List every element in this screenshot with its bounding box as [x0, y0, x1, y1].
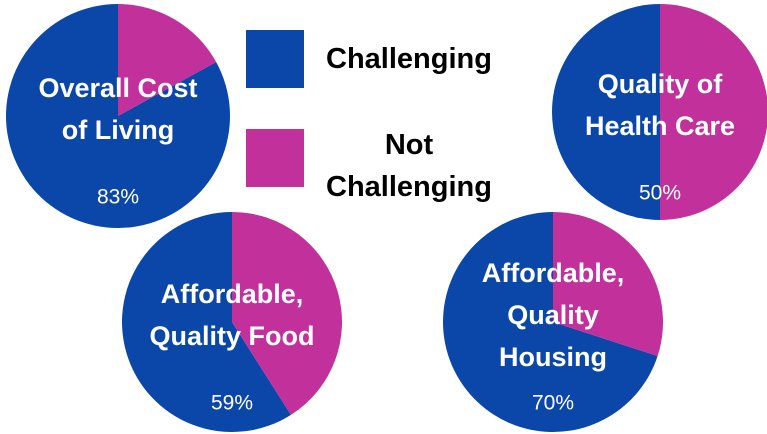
pie-title: Housing [499, 342, 607, 372]
pie-title: Health Care [585, 111, 735, 141]
pie-title: Quality Food [150, 321, 315, 351]
legend-item: Not Challenging [246, 104, 514, 208]
pie-title: Affordable, [161, 279, 304, 309]
legend-swatch [246, 129, 304, 187]
pie-slice [6, 4, 231, 229]
pie-title: Quality of [598, 69, 724, 99]
pie-slice [232, 212, 342, 415]
value-label: 83% [97, 186, 139, 209]
pie-slice [553, 212, 663, 356]
value-label: 70% [532, 392, 574, 415]
value-label: 50% [639, 182, 681, 205]
legend-item: Challenging [246, 30, 514, 88]
pie-title: Affordable, [482, 258, 625, 288]
pie-slice [443, 212, 658, 432]
legend-swatch [246, 30, 304, 88]
legend-label: Challenging [326, 43, 492, 75]
value-label: 59% [211, 392, 253, 415]
pie-slice [118, 4, 217, 116]
legend-label: Not Challenging [326, 129, 492, 203]
pie-slice [121, 212, 291, 432]
pie-title: of Living [62, 115, 174, 145]
pie-title: Overall Cost [38, 73, 197, 103]
pie-slice [552, 4, 660, 220]
pie-title: Quality [507, 300, 599, 330]
pie-slice [660, 4, 767, 220]
